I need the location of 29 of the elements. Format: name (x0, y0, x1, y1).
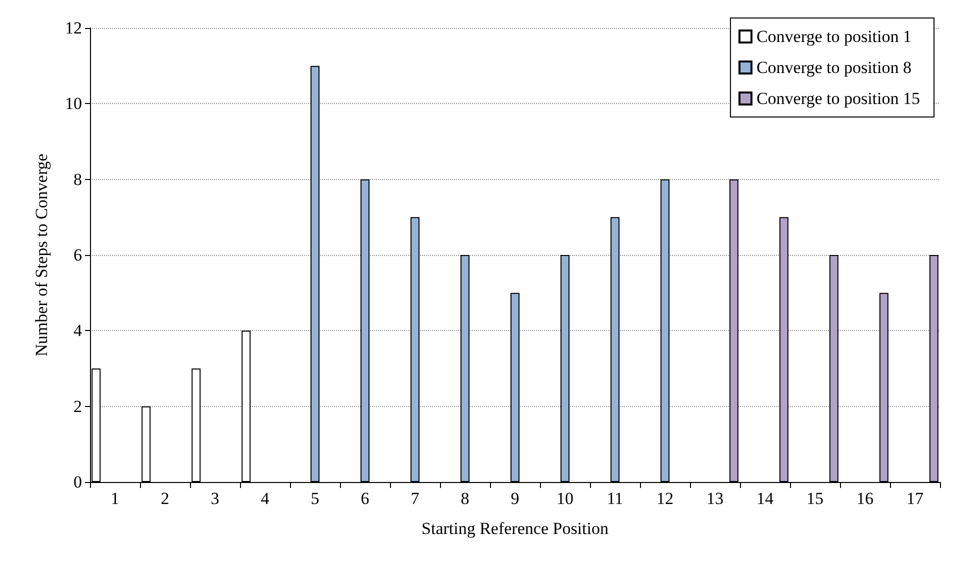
x-tick-label: 17 (906, 489, 924, 508)
x-tick-label: 1 (110, 489, 120, 508)
y-tick-label: 12 (65, 18, 82, 38)
x-tick-label: 14 (756, 489, 774, 508)
y-tick-label: 10 (65, 94, 82, 114)
x-tick-label: 13 (706, 489, 724, 508)
x-tick-label: 12 (656, 489, 674, 508)
x-tick-label: 8 (460, 489, 470, 508)
y-tick-label: 2 (74, 396, 82, 416)
legend-label: Converge to position 8 (756, 58, 912, 77)
x-tick-label: 9 (510, 489, 520, 508)
x-tick-label: 5 (310, 489, 320, 508)
x-tick-label: 4 (260, 489, 270, 508)
y-tick-label: 6 (74, 246, 82, 264)
x-axis-title: Starting Reference Position (422, 519, 609, 538)
x-tick-label: 7 (410, 489, 420, 508)
x-tick-label: 11 (606, 489, 624, 508)
y-tick-label: 0 (74, 472, 82, 492)
legend-label: Converge to position 1 (756, 27, 912, 46)
y-tick-label: 4 (74, 321, 82, 340)
x-tick-label: 6 (360, 489, 370, 508)
legend-label: Converge to position 15 (756, 89, 920, 108)
x-tick-label: 15 (806, 489, 824, 508)
x-tick-label: 3 (210, 489, 220, 508)
y-axis-title: Number of Steps to Converge (32, 154, 51, 356)
x-tick-label: 10 (556, 489, 574, 508)
x-tick-label: 16 (856, 489, 874, 508)
x-tick-label: 2 (160, 489, 170, 508)
y-tick-label: 8 (74, 170, 82, 189)
